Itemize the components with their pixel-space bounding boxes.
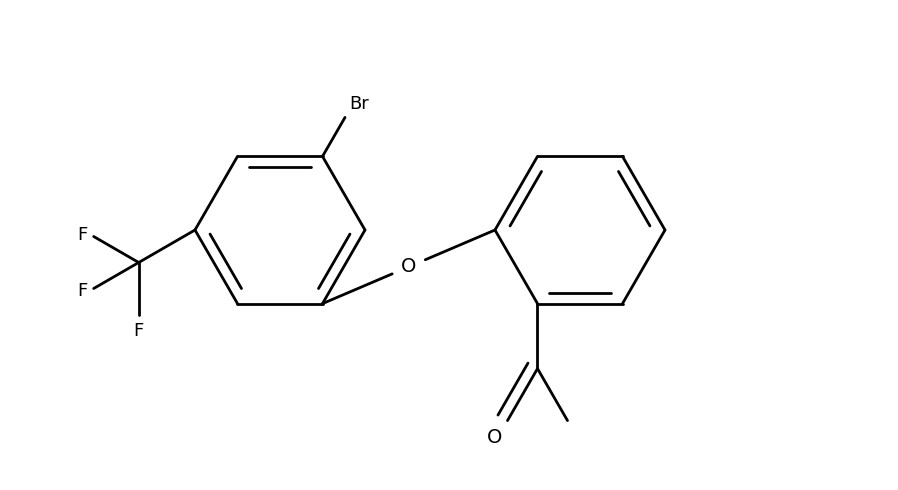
Text: F: F bbox=[77, 281, 88, 299]
Text: Br: Br bbox=[349, 96, 369, 113]
Text: F: F bbox=[134, 321, 144, 340]
Text: O: O bbox=[487, 428, 503, 446]
Text: O: O bbox=[401, 257, 417, 276]
Text: F: F bbox=[77, 225, 88, 244]
